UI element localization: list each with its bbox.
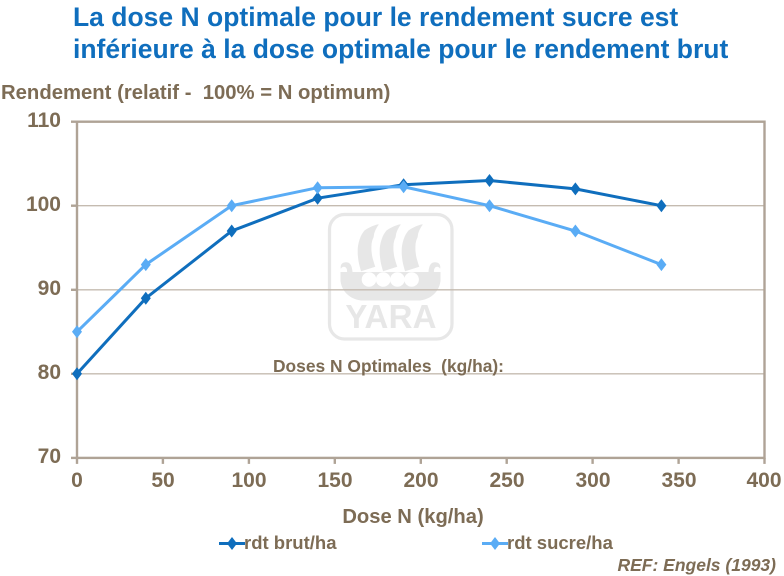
svg-text:YARA: YARA xyxy=(345,298,436,335)
